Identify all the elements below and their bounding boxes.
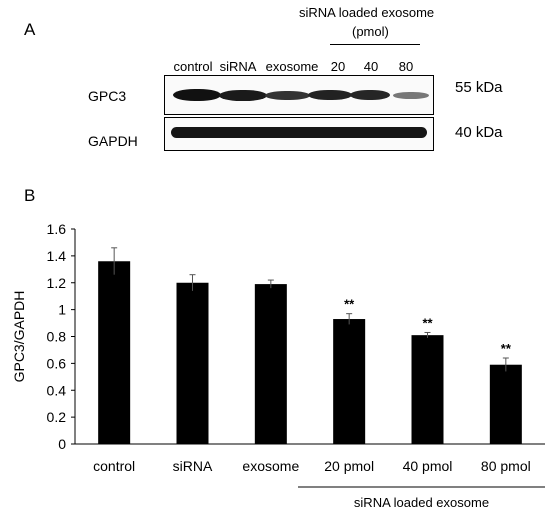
y-tick-label: 0.4 (47, 382, 67, 398)
y-tick-label: 0.2 (47, 409, 67, 425)
x-tick-label: siRNA (173, 458, 213, 474)
gpc3-band (265, 91, 310, 100)
blot-group-unit: (pmol) (352, 24, 389, 39)
bar (489, 364, 522, 444)
bar (411, 335, 444, 444)
gpc3-band (173, 89, 221, 101)
blot-group-bracket (330, 44, 420, 45)
y-tick-label: 1.2 (47, 275, 67, 291)
gpc3-row-label: GPC3 (88, 88, 127, 104)
bar-chart: 0 0.2 0.4 0.6 0.8 1 1.2 1.4 1.6 GPC3/GAPDH control… (11, 221, 545, 510)
bar (333, 319, 366, 444)
lane-label-40: 40 (363, 59, 379, 74)
significance-marker: ** (422, 315, 433, 330)
significance-marker: ** (501, 341, 512, 356)
y-tick-label: 0 (58, 436, 66, 452)
gpc3-blot-image (164, 75, 434, 115)
bar (176, 282, 209, 444)
y-tick-label: 1.4 (47, 248, 67, 264)
gpc3-marker: 55 kDa (455, 79, 503, 96)
x-tick-label: 40 pmol (403, 458, 453, 474)
group-label: siRNA loaded exosome (354, 495, 489, 510)
lane-label-control: control (173, 59, 213, 74)
gpc3-band (219, 90, 267, 101)
lane-label-20: 20 (330, 59, 346, 74)
panel-b-letter: B (24, 186, 36, 205)
significance-marker: ** (344, 297, 355, 312)
bar (254, 284, 287, 444)
gapdh-row-label: GAPDH (88, 133, 138, 149)
gpc3-band (350, 90, 390, 100)
lane-label-exosome: exosome (265, 59, 319, 74)
x-tick-label: 20 pmol (324, 458, 374, 474)
x-tick-label: 80 pmol (481, 458, 531, 474)
lane-label-sirna: siRNA (219, 59, 257, 74)
bar (98, 261, 131, 444)
gapdh-blot-image (164, 117, 434, 151)
x-tick-label: control (93, 458, 135, 474)
lane-label-80: 80 (398, 59, 414, 74)
gpc3-band (393, 92, 429, 99)
x-tick-label: exosome (242, 458, 299, 474)
gpc3-band (308, 90, 352, 100)
y-tick-label: 1 (58, 302, 66, 318)
y-tick-label: 0.6 (47, 355, 67, 371)
gapdh-band (171, 127, 427, 138)
gapdh-marker: 40 kDa (455, 124, 503, 141)
blot-group-header: siRNA loaded exosome (299, 5, 435, 20)
y-tick-label: 1.6 (47, 221, 67, 237)
y-axis-label: GPC3/GAPDH (11, 291, 27, 383)
y-tick-label: 0.8 (47, 329, 67, 345)
panel-a-letter: A (24, 20, 36, 39)
